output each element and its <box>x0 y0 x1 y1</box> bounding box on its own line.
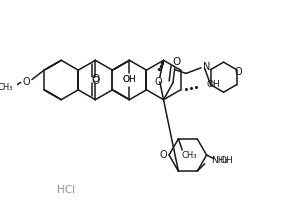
Text: O: O <box>91 74 99 84</box>
Text: HCl: HCl <box>57 185 75 195</box>
Text: OH: OH <box>207 80 221 89</box>
Text: OH: OH <box>123 75 136 84</box>
Text: CH₃: CH₃ <box>182 151 197 160</box>
Text: O: O <box>154 77 162 87</box>
Text: O: O <box>235 66 242 77</box>
Text: CH₃: CH₃ <box>0 82 13 92</box>
Text: O: O <box>91 76 99 86</box>
Text: NH₂: NH₂ <box>211 156 228 165</box>
Text: O: O <box>22 77 30 87</box>
Text: O: O <box>172 57 181 67</box>
Text: N: N <box>203 62 210 72</box>
Text: O: O <box>160 150 167 160</box>
Text: OH: OH <box>220 156 233 165</box>
Text: OH: OH <box>123 75 136 84</box>
